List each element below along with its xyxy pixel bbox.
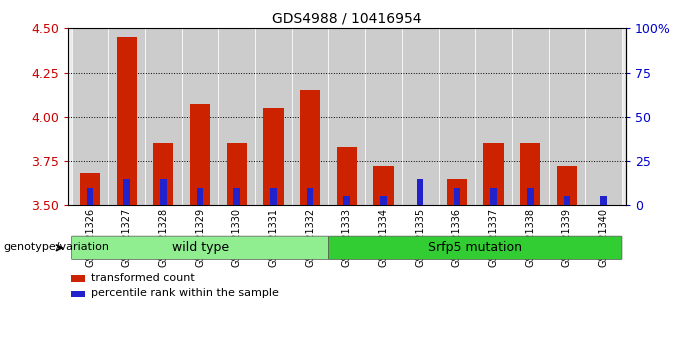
Bar — [527, 188, 534, 205]
Text: transformed count: transformed count — [91, 273, 195, 283]
Bar — [475, 28, 512, 205]
Bar — [564, 196, 571, 205]
Bar — [108, 28, 145, 205]
Bar — [292, 28, 328, 205]
Bar — [520, 143, 541, 205]
Bar — [557, 166, 577, 205]
FancyBboxPatch shape — [328, 236, 622, 259]
Bar — [454, 188, 460, 205]
Bar — [512, 28, 549, 205]
Text: genotype/variation: genotype/variation — [3, 241, 109, 252]
Text: Srfp5 mutation: Srfp5 mutation — [428, 241, 522, 254]
Bar — [160, 179, 167, 205]
Bar — [182, 28, 218, 205]
Text: percentile rank within the sample: percentile rank within the sample — [91, 289, 279, 298]
Bar — [490, 188, 497, 205]
Bar — [123, 179, 130, 205]
Bar — [190, 104, 210, 205]
Bar — [87, 188, 93, 205]
Bar — [307, 188, 313, 205]
Bar — [116, 37, 137, 205]
Bar — [365, 28, 402, 205]
Bar — [585, 28, 622, 205]
Bar — [380, 196, 387, 205]
Bar — [71, 28, 108, 205]
Bar — [226, 143, 247, 205]
Bar — [300, 90, 320, 205]
Bar — [343, 196, 350, 205]
Bar — [439, 28, 475, 205]
Bar — [549, 28, 585, 205]
Bar — [483, 143, 504, 205]
Bar — [270, 188, 277, 205]
Bar — [197, 188, 203, 205]
Bar — [263, 108, 284, 205]
Bar — [80, 173, 100, 205]
Bar — [233, 188, 240, 205]
Bar — [218, 28, 255, 205]
Bar — [417, 179, 424, 205]
Text: wild type: wild type — [171, 241, 228, 254]
Bar — [402, 28, 439, 205]
Bar — [145, 28, 182, 205]
Bar — [255, 28, 292, 205]
Bar — [373, 166, 394, 205]
Bar — [337, 147, 357, 205]
Bar — [600, 196, 607, 205]
FancyBboxPatch shape — [71, 236, 328, 259]
Bar — [328, 28, 365, 205]
Bar — [153, 143, 173, 205]
Bar — [71, 275, 85, 281]
Bar — [447, 179, 467, 205]
Title: GDS4988 / 10416954: GDS4988 / 10416954 — [272, 12, 422, 26]
Bar — [71, 291, 85, 297]
